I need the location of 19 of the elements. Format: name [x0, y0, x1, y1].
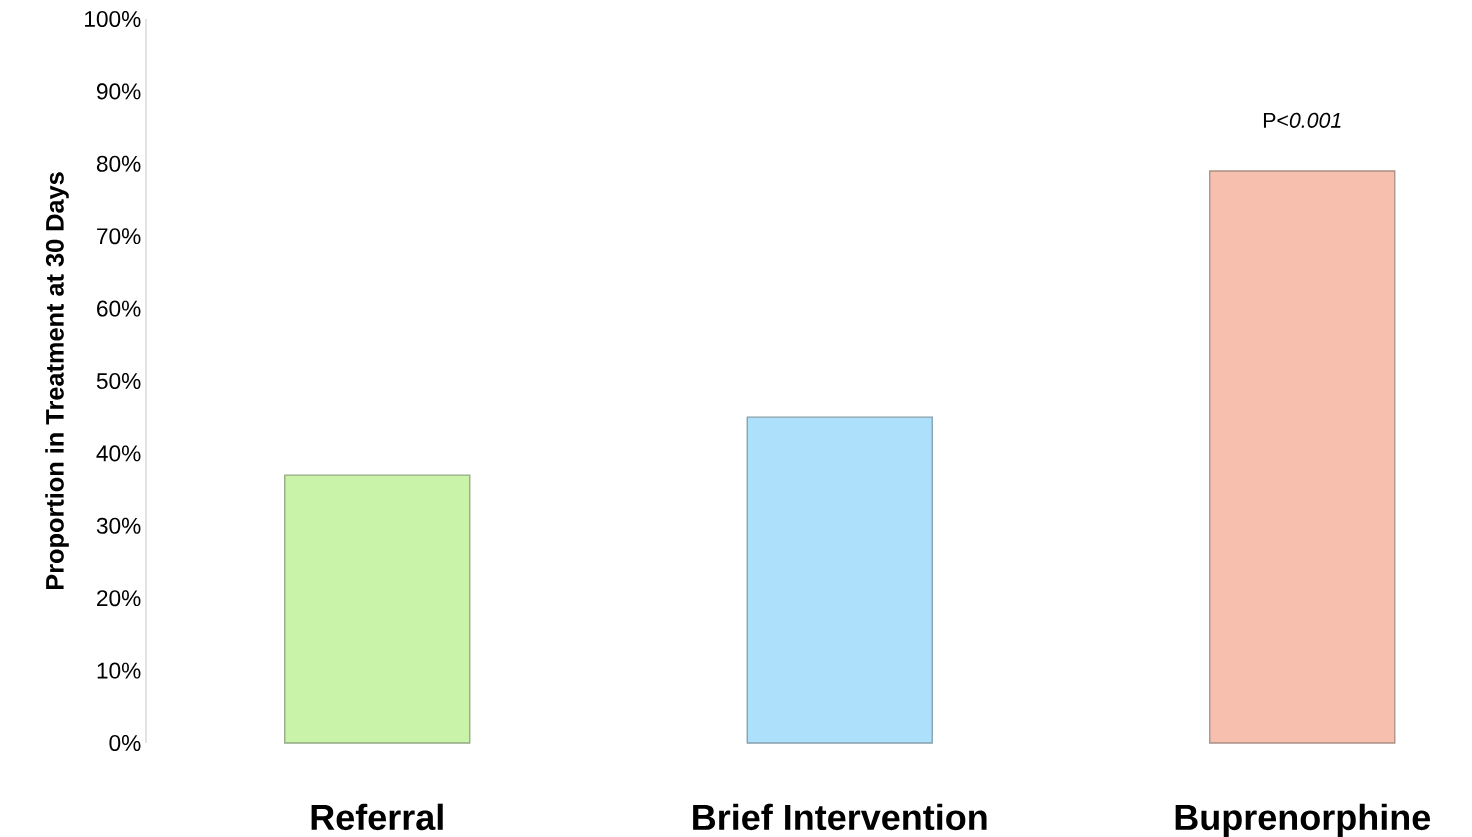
bar — [1209, 170, 1396, 744]
annotation: P<0.001 — [1263, 112, 1341, 128]
bar — [284, 474, 471, 744]
x-tick-label: Brief Intervention — [693, 803, 987, 831]
x-tick-label: Referral — [311, 803, 443, 831]
y-tick-label: 20% — [97, 590, 141, 607]
y-tick-label: 30% — [96, 517, 141, 534]
y-tick-label: 10% — [97, 662, 141, 679]
y-axis-title: Proportion in Treatment at 30 Days — [45, 172, 69, 590]
y-tick-label: 60% — [97, 300, 141, 317]
y-tick-label: 50% — [96, 372, 141, 390]
bar — [746, 416, 933, 744]
y-tick-label: 70% — [97, 228, 141, 245]
x-tick-label: Buprenorphine — [1175, 803, 1431, 837]
y-tick-label: 100% — [85, 10, 141, 28]
y-tick-label: 80% — [96, 155, 141, 172]
y-tick-label: 40% — [96, 445, 141, 462]
y-tick-label: 0% — [109, 734, 141, 752]
y-tick-label: 90% — [96, 83, 141, 100]
